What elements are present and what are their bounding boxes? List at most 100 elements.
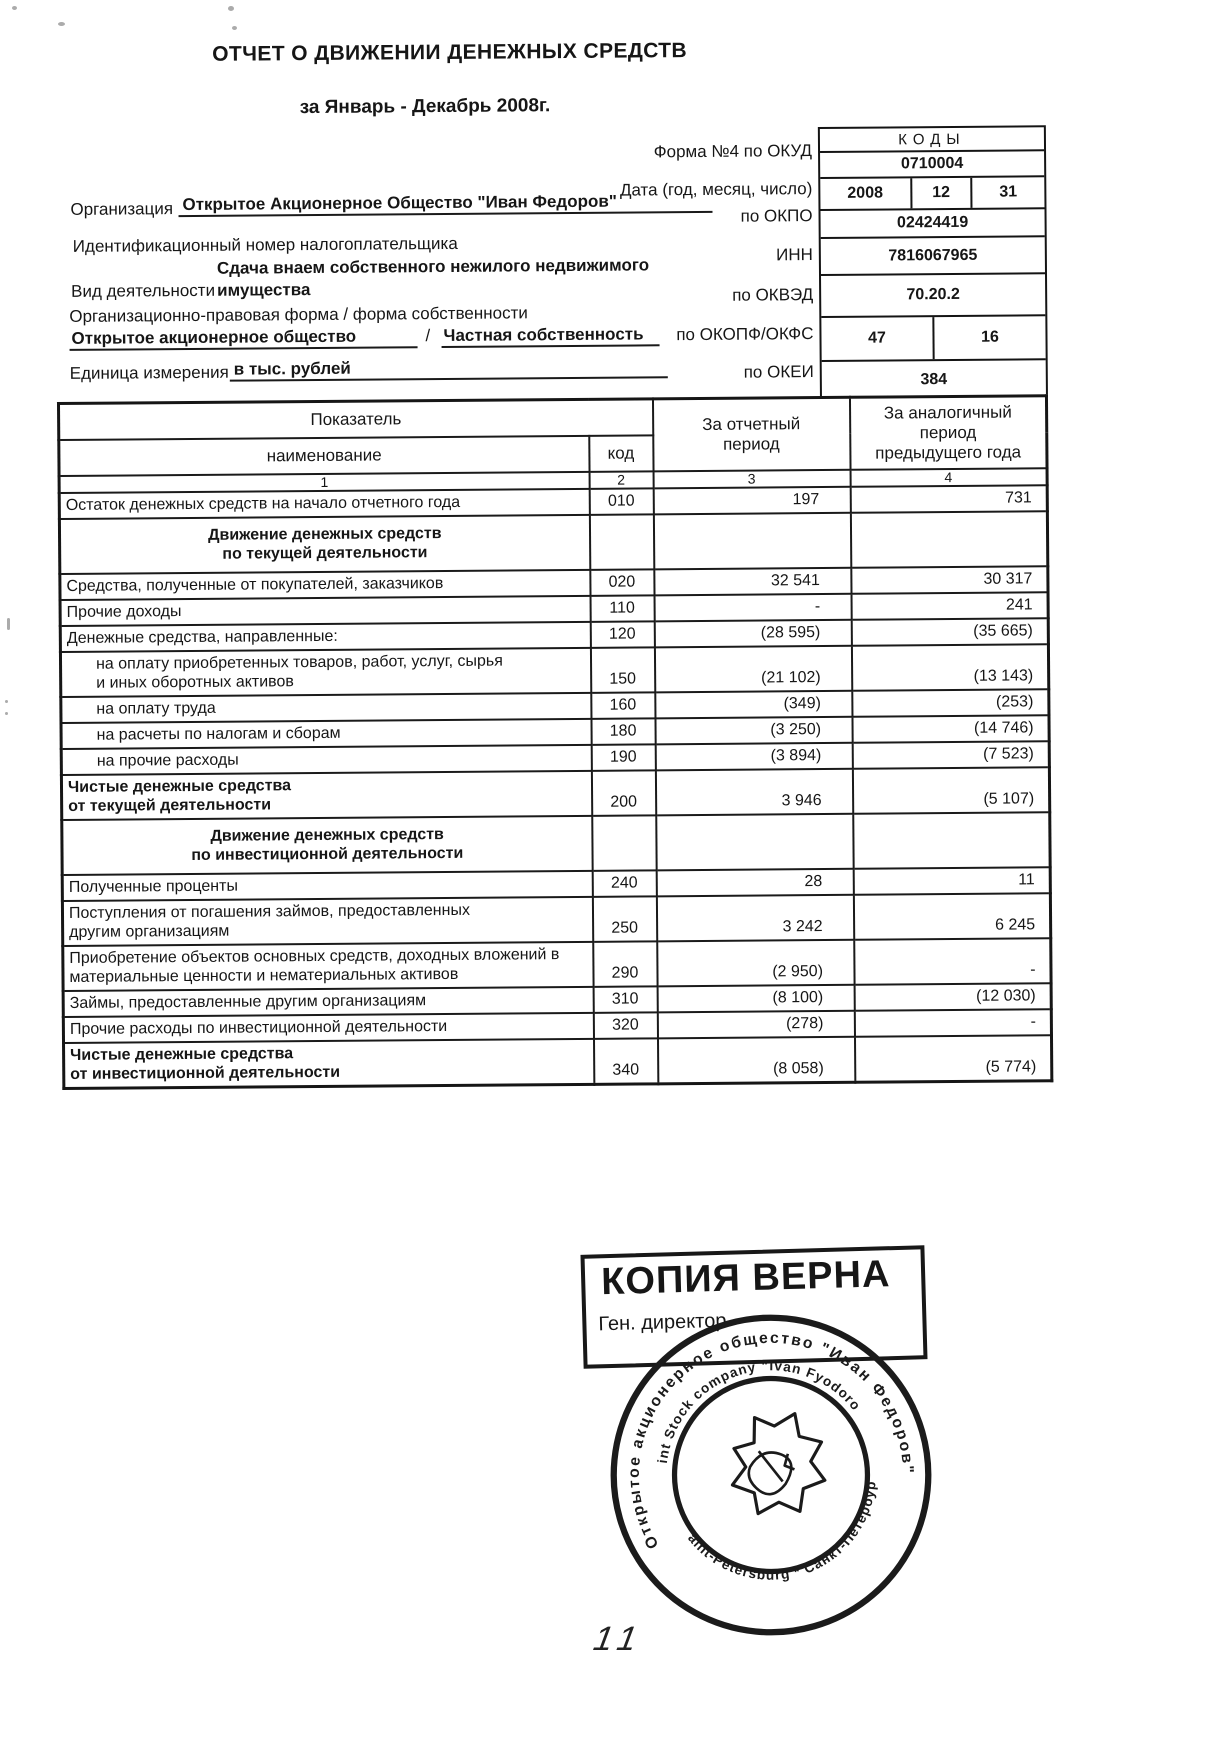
row-current-value	[655, 813, 854, 871]
row-current-value: -	[654, 593, 852, 622]
activity-label: Вид деятельности	[71, 280, 216, 301]
okfs-code-cell: 16	[932, 316, 1046, 360]
unit-label: Единица измерения	[69, 362, 229, 383]
row-current-value: (349)	[654, 690, 852, 719]
header-name: наименование	[58, 435, 590, 477]
seal-outer-circle	[610, 1314, 932, 1636]
row-code: 020	[589, 569, 655, 596]
row-previous-value	[852, 812, 1051, 869]
section-row: Движение денежных средств по инвестицион…	[61, 812, 1051, 876]
row-previous-value	[850, 511, 1048, 568]
row-current-value: 3 946	[655, 768, 853, 816]
table-row: Чистые денежные средства от текущей деят…	[61, 767, 1050, 821]
row-previous-value: (5 774)	[854, 1035, 1052, 1083]
date-day-cell: 31	[970, 177, 1045, 208]
row-code: 200	[591, 770, 656, 816]
row-code: 010	[589, 488, 654, 515]
row-code: 150	[590, 647, 655, 693]
row-code: 160	[590, 692, 655, 719]
scan-speck	[5, 700, 8, 703]
taxpayer-id-label: Идентификационный номер налогоплательщик…	[72, 233, 458, 256]
date-year-cell: 2008	[847, 184, 884, 202]
row-current-value: (278)	[657, 1010, 855, 1039]
form-okud-label: Форма №4 по ОКУД	[653, 141, 813, 162]
row-previous-value: (5 107)	[852, 767, 1050, 814]
table-row: Приобретение объектов основных средств, …	[62, 938, 1052, 992]
row-previous-value: 6 245	[853, 893, 1051, 940]
seal-outer-text: Открытое акционерное общество "Иван Федо…	[591, 1295, 921, 1553]
seal-inner-circle	[671, 1375, 871, 1575]
row-previous-value: (12 030)	[854, 983, 1052, 1011]
page-title: ОТЧЕТ О ДВИЖЕНИИ ДЕНЕЖНЫХ СРЕДСТВ	[212, 39, 688, 66]
scan-speck	[12, 6, 17, 10]
page-number: 11	[590, 1620, 647, 1658]
row-previous-value: -	[854, 1009, 1052, 1037]
header-indicator: Показатель	[58, 398, 653, 441]
row-previous-value: 241	[851, 592, 1049, 620]
row-previous-value: 11	[853, 867, 1051, 895]
organization-value: Открытое Акционерное Общество "Иван Федо…	[178, 190, 713, 218]
scan-speck	[7, 618, 10, 630]
row-name: Приобретение объектов основных средств, …	[62, 941, 594, 992]
row-code: 250	[592, 896, 657, 942]
col-number-4: 4	[850, 468, 1048, 487]
legal-form-label: Организационно-правовая форма / форма со…	[69, 303, 528, 326]
inn-code: 7816067965	[820, 235, 1045, 275]
row-code	[591, 815, 657, 871]
row-name: Чистые денежные средства от текущей деят…	[61, 770, 592, 821]
legal-form-value: Открытое акционерное общество	[69, 326, 418, 351]
table-row: на оплату приобретенных товаров, работ, …	[60, 644, 1049, 698]
ownership-value: Частная собственность	[441, 324, 660, 349]
row-previous-value: (7 523)	[852, 741, 1050, 769]
scan-speck	[58, 22, 65, 26]
cashflow-table-head: Показатель За отчетный период За аналоги…	[58, 395, 1048, 494]
unit-value: в тыс. рублей	[229, 356, 668, 382]
row-current-value: (3 250)	[654, 716, 853, 745]
row-previous-value: -	[853, 938, 1052, 985]
organization-label: Организация	[70, 199, 174, 219]
row-code: 190	[591, 744, 656, 771]
row-name: Движение денежных средств по инвестицион…	[61, 815, 593, 876]
row-current-value: (3 894)	[655, 742, 853, 771]
row-previous-value: (13 143)	[851, 644, 1049, 691]
cashflow-table: Показатель За отчетный период За аналоги…	[56, 394, 1054, 1091]
seal-emblem	[730, 1412, 827, 1516]
row-current-value: (8 058)	[657, 1036, 855, 1084]
row-name: Поступления от погашения займов, предост…	[62, 896, 593, 947]
table-row: Чистые денежные средства от инвестиционн…	[63, 1035, 1052, 1089]
row-current-value: (8 100)	[657, 984, 855, 1013]
row-previous-value: 731	[850, 485, 1048, 513]
scan-speck	[228, 6, 234, 11]
row-code	[589, 514, 654, 570]
row-current-value: (28 595)	[654, 619, 852, 648]
col-number-2: 2	[589, 471, 654, 489]
table-row: Поступления от погашения займов, предост…	[62, 893, 1051, 947]
row-name: Движение денежных средств по текущей дея…	[59, 514, 590, 575]
row-previous-value: 30 317	[850, 566, 1049, 594]
row-current-value: 197	[653, 486, 851, 515]
header-current-period: За отчетный период	[652, 397, 851, 472]
row-code: 340	[593, 1038, 658, 1085]
row-code: 320	[593, 1012, 658, 1039]
activity-value: Сдача внаем собственного нежилого недвиж…	[216, 255, 650, 300]
codes-table: КОДЫ 0710004 2008 12 31 02424419 7816067…	[817, 125, 1048, 403]
col-number-3: 3	[653, 469, 851, 489]
okud-code: 0710004	[820, 149, 1045, 178]
row-current-value	[653, 512, 851, 570]
row-current-value: (21 102)	[654, 645, 852, 693]
row-current-value: (2 950)	[656, 939, 855, 987]
row-code: 180	[590, 718, 656, 745]
row-current-value: 32 541	[653, 567, 852, 596]
row-code: 290	[592, 941, 658, 987]
row-code: 310	[593, 986, 658, 1013]
row-current-value: 28	[656, 868, 854, 897]
page-subtitle: за Январь - Декабрь 2008г.	[299, 95, 551, 119]
row-previous-value: (14 746)	[851, 715, 1050, 743]
okved-code: 70.20.2	[820, 272, 1046, 317]
row-name: Чистые денежные средства от инвестиционн…	[63, 1038, 594, 1089]
cashflow-table-body: Остаток денежных средств на начало отчет…	[59, 485, 1052, 1089]
date-month-cell: 12	[909, 177, 971, 209]
row-code: 110	[590, 595, 655, 622]
row-code: 120	[590, 621, 655, 648]
row-name: на оплату приобретенных товаров, работ, …	[60, 647, 591, 698]
